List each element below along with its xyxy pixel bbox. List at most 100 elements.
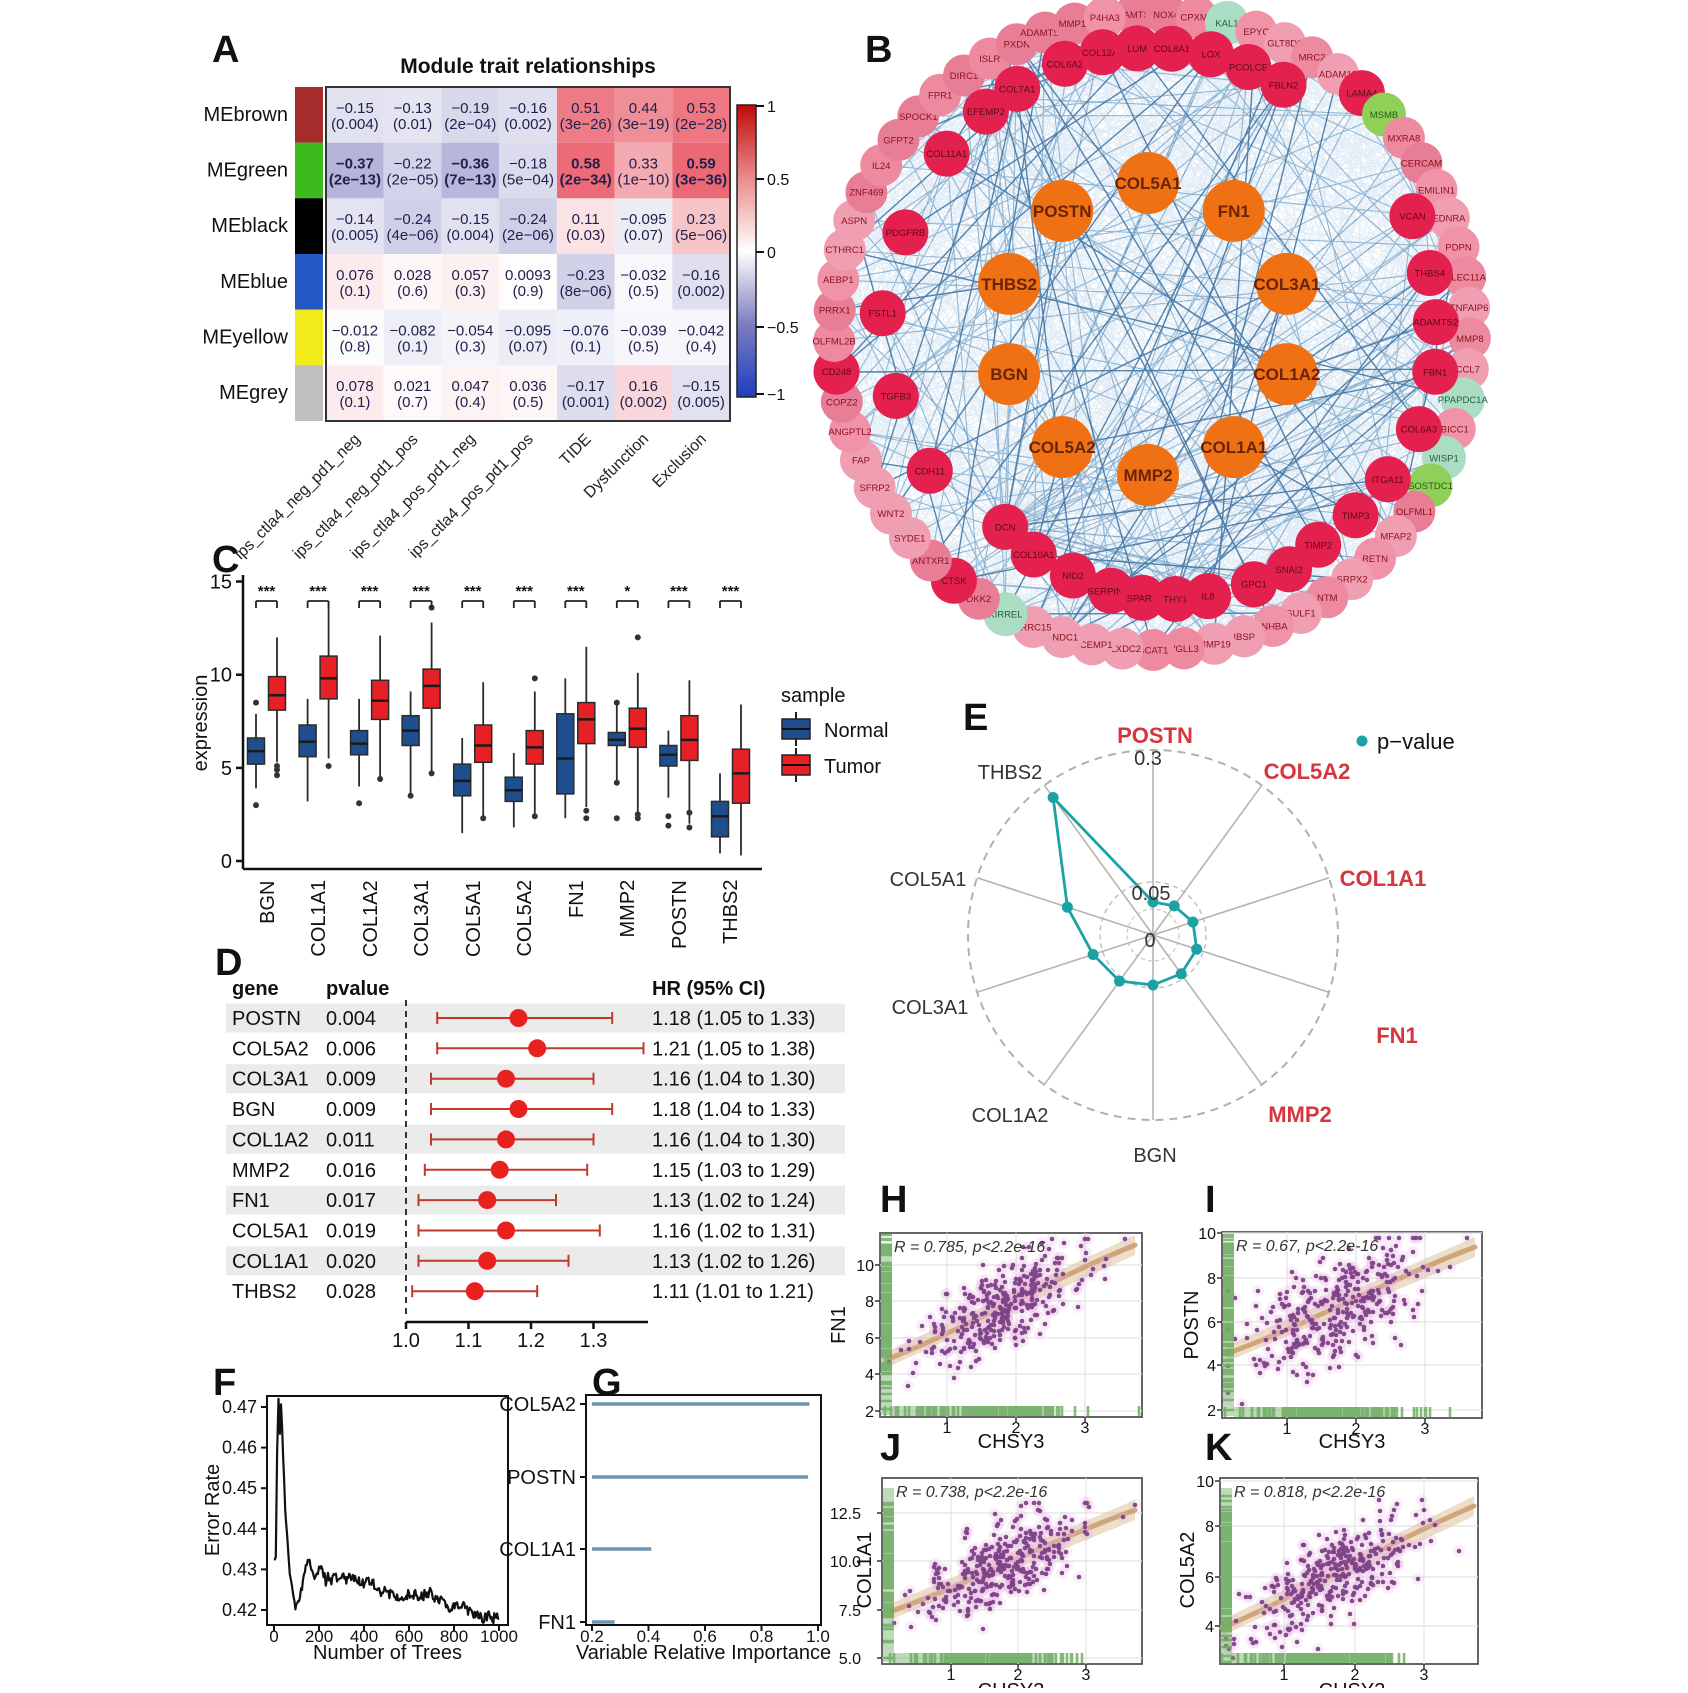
svg-text:(2e−13): (2e−13)	[329, 172, 381, 189]
svg-text:(2e−34): (2e−34)	[560, 172, 612, 189]
svg-text:1.0: 1.0	[806, 1627, 830, 1646]
svg-text:***: ***	[412, 583, 430, 600]
svg-text:0.44: 0.44	[222, 1519, 257, 1539]
svg-text:−0.082: −0.082	[389, 323, 435, 340]
svg-text:1.1: 1.1	[455, 1330, 483, 1352]
svg-text:(0.1): (0.1)	[397, 339, 428, 356]
svg-text:***: ***	[722, 583, 740, 600]
svg-text:LRRC15: LRRC15	[1015, 623, 1051, 634]
svg-text:MSMB: MSMB	[1370, 110, 1399, 121]
svg-text:COL1A1: COL1A1	[1340, 866, 1427, 891]
svg-text:ADAMTS12: ADAMTS12	[1110, 10, 1160, 21]
svg-text:OLFML1: OLFML1	[1396, 507, 1433, 518]
svg-text:ITGA11: ITGA11	[1372, 475, 1404, 486]
svg-text:COL5A1: COL5A1	[463, 880, 485, 957]
svg-text:−0.15: −0.15	[451, 211, 489, 228]
svg-text:3: 3	[1420, 1667, 1429, 1684]
svg-text:CD248: CD248	[822, 367, 852, 378]
svg-text:−0.012: −0.012	[332, 323, 378, 340]
svg-text:K: K	[1205, 1427, 1233, 1469]
svg-text:EPYC: EPYC	[1243, 27, 1269, 38]
svg-text:FN1: FN1	[232, 1190, 270, 1212]
svg-text:(0.3): (0.3)	[455, 283, 486, 300]
svg-text:0: 0	[221, 851, 232, 873]
svg-text:P4HA3: P4HA3	[1090, 13, 1120, 24]
svg-text:−0.16: −0.16	[509, 100, 547, 117]
svg-text:IL8: IL8	[1201, 592, 1214, 603]
svg-text:(0.004): (0.004)	[447, 227, 495, 244]
svg-text:0.021: 0.021	[394, 378, 432, 395]
svg-text:0: 0	[269, 1627, 278, 1646]
svg-text:(1e−10): (1e−10)	[617, 172, 669, 189]
svg-text:ANGPTL2: ANGPTL2	[828, 427, 871, 438]
svg-text:DKK2: DKK2	[966, 594, 991, 605]
svg-text:FN1: FN1	[566, 880, 588, 918]
svg-text:MMP8: MMP8	[1456, 334, 1483, 345]
svg-text:0.011: 0.011	[326, 1129, 375, 1151]
svg-text:−0.19: −0.19	[451, 100, 489, 117]
svg-text:COL12A1: COL12A1	[1082, 48, 1124, 59]
svg-text:−0.039: −0.039	[620, 323, 666, 340]
svg-text:COL11A1: COL11A1	[926, 149, 967, 160]
svg-text:1.16 (1.02 to 1.31): 1.16 (1.02 to 1.31)	[652, 1221, 815, 1243]
svg-text:3: 3	[1082, 1667, 1091, 1684]
svg-text:0.59: 0.59	[686, 156, 715, 173]
svg-text:0.0093: 0.0093	[505, 267, 551, 284]
svg-text:PDPN: PDPN	[1445, 243, 1472, 254]
svg-text:BGN: BGN	[257, 881, 279, 924]
svg-text:(0.4): (0.4)	[455, 394, 486, 411]
svg-text:(3e−19): (3e−19)	[617, 116, 669, 133]
svg-text:(0.005): (0.005)	[677, 394, 725, 411]
svg-text:Tumor: Tumor	[824, 756, 881, 778]
svg-text:R = 0.785, p<2.2e-16: R = 0.785, p<2.2e-16	[894, 1239, 1045, 1256]
svg-text:−0.042: −0.042	[678, 323, 724, 340]
svg-text:E: E	[963, 697, 988, 739]
svg-text:SERPINE2: SERPINE2	[1088, 586, 1135, 597]
svg-text:Error Rate: Error Rate	[202, 1464, 224, 1556]
svg-text:2: 2	[1012, 1420, 1021, 1437]
svg-text:FBN1: FBN1	[1423, 367, 1447, 378]
svg-text:ZNF469: ZNF469	[849, 188, 883, 199]
svg-text:3: 3	[1081, 1420, 1090, 1437]
svg-text:COL5A1: COL5A1	[890, 869, 967, 891]
svg-text:R = 0.738, p<2.2e-16: R = 0.738, p<2.2e-16	[896, 1484, 1047, 1501]
svg-text:MMP2: MMP2	[617, 880, 639, 938]
svg-text:800: 800	[440, 1627, 468, 1646]
svg-text:10: 10	[210, 665, 232, 687]
svg-text:0.6: 0.6	[693, 1627, 717, 1646]
svg-text:TIMP2: TIMP2	[1304, 540, 1332, 551]
svg-text:1.18 (1.04 to 1.33): 1.18 (1.04 to 1.33)	[652, 1099, 815, 1121]
svg-text:(2e−05): (2e−05)	[387, 172, 439, 189]
svg-text:COL3A1: COL3A1	[411, 880, 433, 957]
svg-text:−0.095: −0.095	[620, 211, 666, 228]
svg-text:200: 200	[305, 1627, 333, 1646]
svg-text:POSTN: POSTN	[669, 880, 691, 949]
svg-text:NOX4: NOX4	[1153, 10, 1179, 21]
svg-text:I: I	[1205, 1179, 1216, 1221]
svg-text:THBS2: THBS2	[978, 762, 1042, 784]
svg-text:MMP11: MMP11	[1059, 19, 1091, 30]
svg-text:0: 0	[767, 245, 776, 262]
svg-text:TNFAIP6: TNFAIP6	[1450, 303, 1489, 314]
svg-text:COL1A1: COL1A1	[499, 1539, 576, 1561]
svg-text:(8e−06): (8e−06)	[560, 283, 612, 300]
svg-text:MMP2: MMP2	[1123, 466, 1172, 485]
svg-text:400: 400	[350, 1627, 378, 1646]
svg-text:0.46: 0.46	[222, 1438, 257, 1458]
svg-text:COL1A1: COL1A1	[308, 880, 330, 957]
svg-text:***: ***	[515, 583, 533, 600]
svg-text:(0.002): (0.002)	[620, 394, 668, 411]
svg-text:4: 4	[865, 1367, 874, 1384]
svg-text:POSTN: POSTN	[1033, 202, 1092, 221]
svg-text:(2e−04): (2e−04)	[444, 116, 496, 133]
svg-text:MEgrey: MEgrey	[219, 382, 288, 404]
svg-text:1.15 (1.03 to 1.29): 1.15 (1.03 to 1.29)	[652, 1160, 815, 1182]
svg-text:MEyellow: MEyellow	[202, 327, 288, 349]
svg-text:(0.5): (0.5)	[628, 283, 659, 300]
svg-text:−0.37: −0.37	[336, 156, 374, 173]
svg-text:0.45: 0.45	[222, 1478, 257, 1498]
svg-text:SNAI2: SNAI2	[1275, 565, 1302, 576]
svg-text:2: 2	[1014, 1667, 1023, 1684]
svg-text:0.23: 0.23	[686, 211, 715, 228]
svg-text:COL1A2: COL1A2	[232, 1129, 309, 1151]
